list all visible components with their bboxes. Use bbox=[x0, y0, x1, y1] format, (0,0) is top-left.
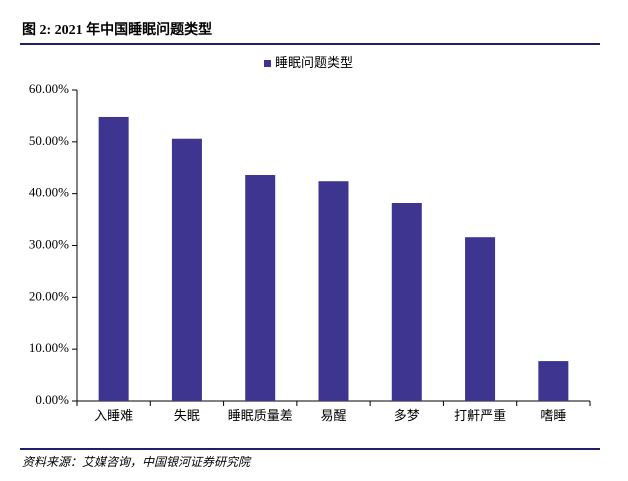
bar bbox=[391, 202, 422, 401]
x-tick-label: 入睡难 bbox=[94, 408, 133, 423]
x-tick-label: 睡眠质量差 bbox=[228, 408, 293, 423]
y-tick-label: 10.00% bbox=[29, 340, 69, 355]
y-tick-label: 30.00% bbox=[29, 236, 69, 251]
x-tick-label: 打鼾严重 bbox=[454, 408, 506, 423]
y-tick-label: 60.00% bbox=[29, 81, 69, 96]
y-tick-label: 50.00% bbox=[29, 133, 69, 148]
legend-swatch bbox=[264, 60, 271, 67]
bar bbox=[318, 181, 349, 401]
y-tick-label: 20.00% bbox=[29, 288, 69, 303]
y-tick-label: 40.00% bbox=[29, 185, 69, 200]
y-tick-label: 0.00% bbox=[35, 392, 69, 407]
x-tick-label: 失眠 bbox=[174, 408, 200, 423]
source-note: 资料来源：艾媒咨询，中国银河证券研究院 bbox=[22, 455, 252, 469]
x-tick-label: 多梦 bbox=[394, 408, 420, 423]
chart-title: 图 2: 2021 年中国睡眠问题类型 bbox=[22, 21, 212, 38]
bar bbox=[245, 175, 276, 401]
bar bbox=[171, 138, 202, 401]
x-tick-label: 嗜睡 bbox=[540, 408, 566, 423]
legend-label: 睡眠问题类型 bbox=[275, 55, 353, 70]
bar bbox=[98, 116, 129, 401]
bar bbox=[465, 237, 496, 401]
bar bbox=[538, 361, 569, 401]
x-tick-label: 易醒 bbox=[320, 408, 346, 423]
